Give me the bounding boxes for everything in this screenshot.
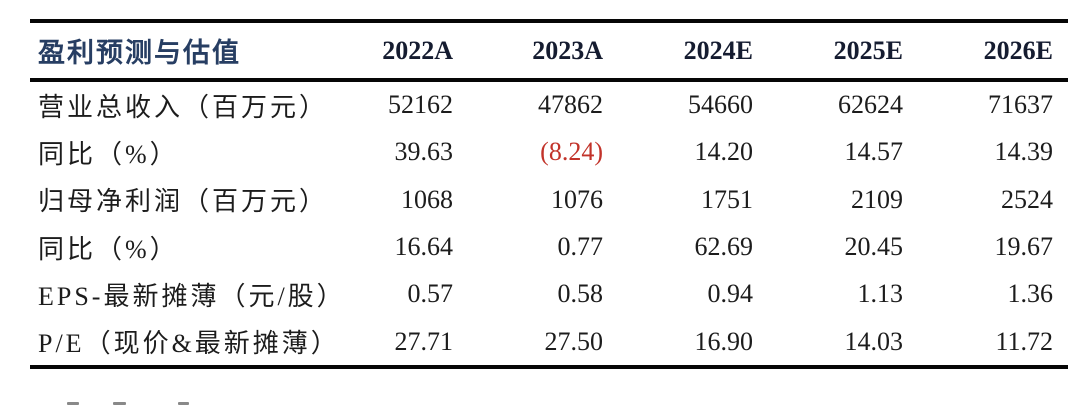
row-label: 归母净利润（百万元） — [38, 187, 329, 217]
row-label: 同比（%） — [38, 139, 179, 169]
cell: 20.45 — [844, 232, 904, 262]
cell: 0.94 — [707, 279, 754, 309]
cell: 1.36 — [1007, 279, 1054, 309]
cell: 11.72 — [995, 326, 1053, 356]
table-row-eps: EPS-最新摊薄（元/股） 0.57 0.58 0.94 1.13 1.36 — [30, 271, 1068, 318]
clipped-bottom-text-fragment — [178, 402, 189, 405]
cell: 1068 — [401, 184, 453, 214]
cell: 62.69 — [694, 232, 754, 262]
table-row-net-profit: 归母净利润（百万元） 1068 1076 1751 2109 2524 — [30, 176, 1068, 223]
row-label: 同比（%） — [38, 234, 179, 264]
cell: 0.58 — [557, 279, 604, 309]
cell: 27.71 — [394, 326, 454, 356]
table-bottom-rule — [30, 365, 1068, 370]
cell: 52162 — [388, 90, 453, 120]
table-title: 盈利预测与估值 — [38, 38, 241, 68]
column-header-2025e: 2025E — [833, 35, 903, 65]
profit-forecast-table: 盈利预测与估值 2022A 2023A 2024E 2025E 2026E 营业… — [30, 19, 1068, 370]
cell: 54660 — [688, 90, 753, 120]
clipped-bottom-text-fragment — [67, 402, 79, 405]
table-header-row: 盈利预测与估值 2022A 2023A 2024E 2025E 2026E — [30, 23, 1068, 78]
table-row-revenue-yoy: 同比（%） 39.63 (8.24) 14.20 14.57 14.39 — [30, 129, 1068, 176]
cell: 71637 — [988, 90, 1053, 120]
cell: 1.13 — [857, 279, 904, 309]
column-header-2024e: 2024E — [683, 35, 753, 65]
cell: 1751 — [701, 184, 753, 214]
cell: 2109 — [851, 184, 903, 214]
table-header-rule — [30, 78, 1068, 82]
column-header-2022a: 2022A — [382, 35, 453, 65]
cell: 47862 — [538, 90, 603, 120]
column-header-2023a: 2023A — [532, 35, 603, 65]
table-top-rule — [30, 19, 1068, 23]
column-header-2026e: 2026E — [983, 35, 1053, 65]
cell: 0.77 — [557, 232, 604, 262]
cell: 62624 — [838, 90, 903, 120]
row-label: 营业总收入（百万元） — [38, 92, 329, 122]
table-row-revenue: 营业总收入（百万元） 52162 47862 54660 62624 71637 — [30, 82, 1068, 129]
row-label: P/E（现价&最新摊薄） — [38, 329, 340, 359]
cell: 16.64 — [394, 232, 454, 262]
cell: 1076 — [551, 184, 603, 214]
row-label: EPS-最新摊薄（元/股） — [38, 281, 346, 311]
cell: 0.57 — [407, 279, 454, 309]
cell: 14.03 — [844, 326, 904, 356]
cell-negative: (8.24) — [540, 137, 603, 167]
cell: 27.50 — [544, 326, 604, 356]
table-row-net-profit-yoy: 同比（%） 16.64 0.77 62.69 20.45 19.67 — [30, 223, 1068, 270]
cell: 14.39 — [994, 137, 1054, 167]
cell: 14.57 — [844, 137, 904, 167]
cell: 16.90 — [694, 326, 754, 356]
cell: 19.67 — [994, 232, 1054, 262]
clipped-bottom-text-fragment — [113, 402, 126, 405]
cell: 14.20 — [694, 137, 754, 167]
cell: 39.63 — [394, 137, 454, 167]
table-row-pe: P/E（现价&最新摊薄） 27.71 27.50 16.90 14.03 11.… — [30, 318, 1068, 365]
cell: 2524 — [1001, 184, 1053, 214]
